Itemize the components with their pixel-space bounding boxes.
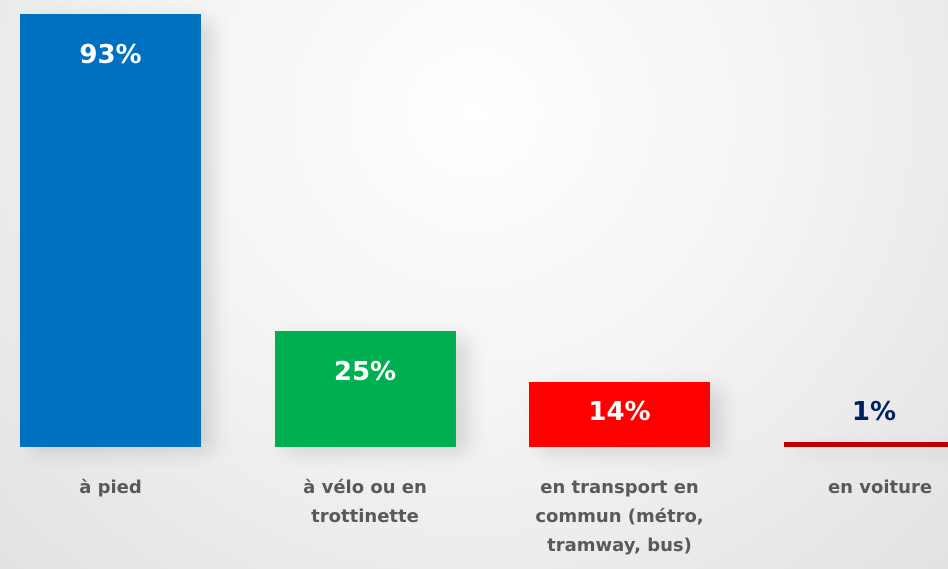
value-label: 14% [588,397,651,427]
category-label: à vélo ou en trottinette [303,477,427,527]
category-label: en transport en commun (métro, tramway, … [535,477,704,556]
category-label: en voiture [827,477,933,498]
bar [529,381,710,447]
bar [20,13,201,447]
bar [783,442,948,447]
bar [274,330,456,447]
value-label: 25% [333,356,397,387]
category-label: à pied [79,477,142,498]
value-label: 93% [79,39,142,70]
value-label: 1% [851,397,897,427]
